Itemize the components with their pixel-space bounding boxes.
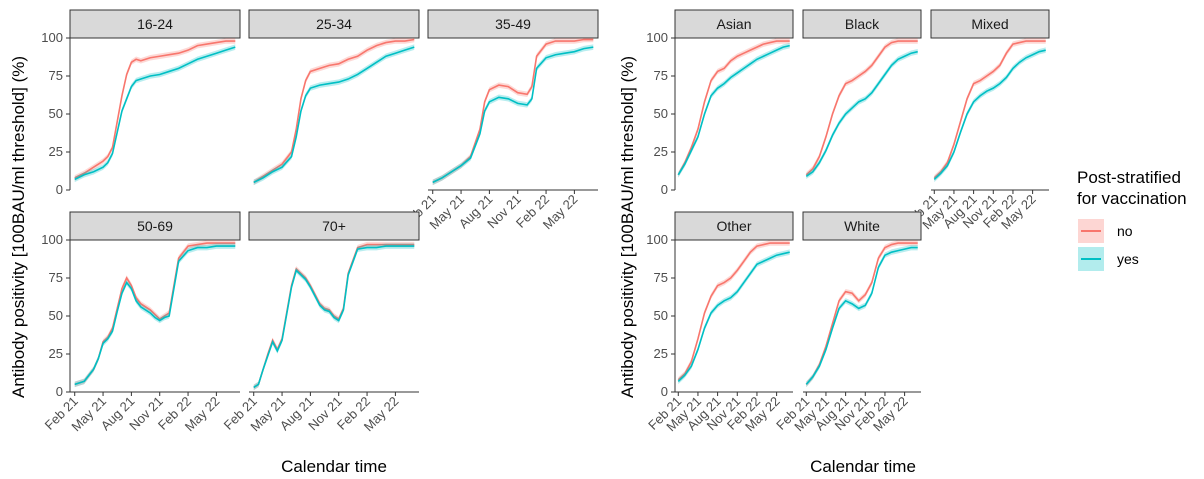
panel-title: 16-24: [137, 16, 173, 32]
series-line-yes: [933, 49, 1046, 180]
panel-title: White: [844, 218, 880, 234]
ribbon-yes: [678, 42, 790, 178]
legend-label-no: no: [1117, 223, 1133, 239]
legend: Post-stratified for vaccination no yes: [1077, 168, 1187, 271]
panel-strip: [802, 9, 922, 39]
legend-title-line-2: for vaccination: [1077, 189, 1187, 208]
panel-strip: [69, 9, 241, 39]
y-tick-label: 50: [49, 308, 63, 323]
panel-strip: [248, 211, 420, 241]
series-line-yes: [805, 246, 918, 385]
y-tick-label: 75: [49, 270, 63, 285]
right-y-axis-title: Antibody positivity [100BAU/ml threshold…: [618, 56, 637, 398]
series-line-no: [805, 40, 918, 176]
y-tick-label: 50: [654, 106, 668, 121]
y-tick-label: 25: [654, 346, 668, 361]
series-line-yes: [253, 46, 415, 184]
panel-title: Mixed: [971, 16, 1008, 32]
series-line-no: [677, 242, 790, 381]
panel-title: 35-49: [495, 16, 531, 32]
panel-strip: [248, 9, 420, 39]
left-y-axis-title: Antibody positivity [100BAU/ml threshold…: [9, 56, 28, 398]
y-tick-label: 75: [49, 68, 63, 83]
panel-strip: [69, 211, 241, 241]
ribbon-yes: [934, 47, 1046, 183]
ribbon-yes: [74, 243, 236, 388]
panel-strip: [427, 9, 599, 39]
y-tick-label: 100: [41, 232, 63, 247]
panel-title: 50-69: [137, 218, 173, 234]
series-line-yes: [74, 46, 236, 181]
panel-title: Other: [716, 218, 751, 234]
y-tick-label: 25: [49, 346, 63, 361]
panel-strip: [674, 9, 794, 39]
panel-asian: Asian 0 25 50 75 100: [646, 9, 794, 197]
panel-title: 70+: [322, 218, 346, 234]
ribbon-yes: [806, 244, 918, 388]
ribbon-no: [74, 38, 236, 181]
y-tick-label: 0: [661, 384, 668, 399]
panel-title: 25-34: [316, 16, 352, 32]
y-tick-label: 75: [654, 270, 668, 285]
series-line-yes: [432, 46, 594, 184]
series-line-no: [805, 242, 918, 385]
panel-title: Black: [845, 16, 880, 32]
ribbon-no: [253, 38, 415, 186]
series-line-no: [933, 40, 1046, 179]
panel-strip: [930, 9, 1050, 39]
y-tick-label: 50: [49, 106, 63, 121]
legend-title-line-1: Post-stratified: [1077, 168, 1181, 187]
series-line-no: [677, 40, 790, 176]
y-tick-label: 0: [661, 182, 668, 197]
series-line-no: [74, 242, 236, 386]
y-tick-label: 25: [49, 144, 63, 159]
legend-label-yes: yes: [1117, 251, 1139, 267]
y-tick-label: 0: [56, 384, 63, 399]
panel-strip: [674, 211, 794, 241]
right-x-axis-title: Calendar time: [810, 457, 916, 476]
panel-strip: [802, 211, 922, 241]
left-x-axis-title: Calendar time: [281, 457, 387, 476]
y-tick-label: 75: [654, 68, 668, 83]
y-tick-label: 25: [654, 144, 668, 159]
ribbon-yes: [432, 44, 594, 186]
series-line-no: [253, 38, 415, 184]
series-line-yes: [677, 44, 790, 176]
panel-black: Black: [802, 9, 922, 180]
ribbon-no: [432, 38, 594, 186]
series-line-no: [432, 38, 594, 184]
panel-25-34: 25-34: [248, 9, 420, 186]
panel-title: Asian: [716, 16, 751, 32]
y-tick-label: 100: [646, 232, 668, 247]
ribbon-no: [806, 240, 918, 388]
ribbon-no: [678, 240, 790, 383]
y-tick-label: 100: [646, 30, 668, 45]
panel-16-24: 16-24 0 25 50 75 100: [41, 9, 241, 197]
y-tick-label: 100: [41, 30, 63, 45]
series-line-no: [74, 40, 236, 179]
series-line-yes: [805, 50, 918, 177]
series-line-yes: [253, 245, 415, 389]
ribbon-yes: [678, 249, 790, 385]
ribbon-yes: [253, 44, 415, 186]
series-line-yes: [677, 251, 790, 382]
ribbon-yes: [806, 48, 918, 180]
y-tick-label: 0: [56, 182, 63, 197]
series-line-yes: [74, 245, 236, 386]
y-tick-label: 50: [654, 308, 668, 323]
